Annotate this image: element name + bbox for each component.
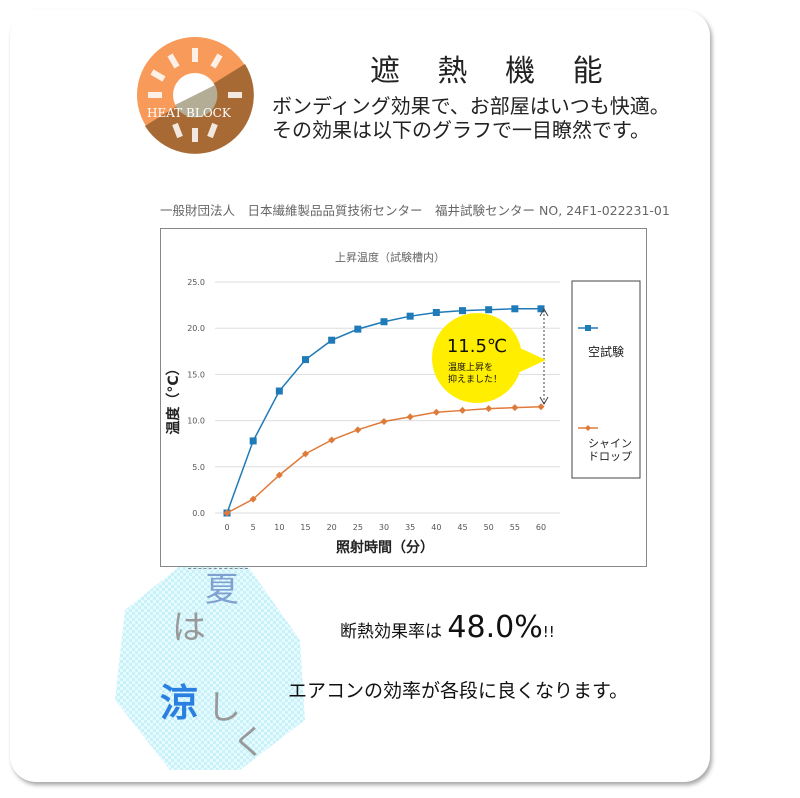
- data-point: [485, 306, 493, 314]
- rate-value: 48.0%: [447, 610, 543, 645]
- x-tick-label: 60: [536, 523, 546, 532]
- y-tick-label: 15.0: [187, 370, 205, 379]
- y-tick-label: 20.0: [187, 324, 205, 333]
- x-tick-label: 0: [224, 523, 229, 532]
- data-point: [354, 325, 362, 333]
- rate-label: 断熱効果率は: [340, 622, 442, 642]
- x-tick-label: 30: [379, 523, 389, 532]
- data-point: [249, 437, 257, 445]
- annotation-text-1: 温度上昇を: [448, 361, 493, 373]
- legend-box: [571, 280, 641, 479]
- legend-label-2a: シャイン: [588, 437, 632, 450]
- data-point: [537, 403, 545, 411]
- annotation-bubble: 11.5℃ 温度上昇を 抑えました！: [432, 313, 546, 403]
- dashed-rule: [188, 568, 248, 569]
- y-axis-label: 温度（°C）: [165, 361, 182, 434]
- test-source: 一般財団法人 日本繊維製品品質技術センター 福井試験センター NO, 24F1-…: [160, 200, 670, 219]
- rate-exclaim: !!: [542, 623, 555, 641]
- x-tick-label: 45: [457, 523, 467, 532]
- legend-label-2b: ドロップ: [588, 450, 632, 463]
- y-tick-label: 0.0: [192, 509, 205, 518]
- insulation-rate: 断熱効果率は 48.0%!!: [340, 610, 565, 645]
- deco-char-shi: し: [207, 688, 241, 728]
- x-tick-label: 50: [484, 523, 494, 532]
- x-tick-label: 20: [327, 523, 337, 532]
- data-point: [275, 471, 283, 479]
- x-tick-label: 15: [300, 523, 310, 532]
- annotation-value: 11.5℃: [447, 336, 507, 357]
- x-tick-label: 40: [431, 523, 441, 532]
- data-point: [511, 404, 519, 412]
- body-text: エアコンの効率が各段に良くなります。: [288, 680, 629, 702]
- deco-char-ku: く: [232, 723, 266, 763]
- y-tick-label: 25.0: [187, 278, 205, 287]
- legend-item-shine-drop: シャイン ドロップ: [578, 425, 632, 463]
- report-number: NO, 24F1-022231-01: [539, 203, 670, 218]
- data-point: [223, 509, 231, 517]
- deco-char-cool: 涼: [160, 681, 199, 725]
- data-point: [249, 495, 257, 503]
- data-point: [485, 405, 493, 413]
- logo-text: HEAT BLOCK: [147, 106, 232, 120]
- legend-label-1: 空試験: [588, 344, 624, 359]
- data-point: [406, 312, 414, 320]
- deco-char-ha: は: [172, 608, 206, 648]
- data-point: [432, 408, 440, 416]
- y-tick-label: 10.0: [187, 417, 205, 426]
- data-point: [380, 418, 388, 426]
- data-point: [432, 308, 440, 316]
- data-point: [537, 305, 545, 313]
- annotation-text-2: 抑えました！: [448, 373, 502, 385]
- chart-frame: [160, 228, 647, 567]
- heat-block-logo: HEAT BLOCK: [137, 37, 254, 154]
- data-point: [275, 387, 283, 395]
- x-tick-label: 25: [353, 523, 363, 532]
- data-point: [328, 336, 336, 344]
- data-point: [406, 413, 414, 421]
- data-point: [354, 426, 362, 434]
- page-title: 遮 熱 機 能: [370, 54, 617, 89]
- data-point: [511, 305, 519, 313]
- data-point: [328, 436, 336, 444]
- org-name: 一般財団法人 日本繊維製品品質技術センター 福井試験センター: [160, 203, 536, 218]
- deco-char-summer: 夏: [205, 570, 239, 610]
- data-point: [302, 450, 309, 458]
- x-tick-label: 35: [405, 523, 415, 532]
- subtitle-line-1: ボンディング効果で、お部屋はいつも快適。: [272, 94, 670, 118]
- chart-title: 上昇温度（試験槽内）: [335, 250, 445, 264]
- subtitle: ボンディング効果で、お部屋はいつも快適。 その効果は以下のグラフで一目瞭然です。: [272, 94, 670, 142]
- data-point: [380, 318, 388, 326]
- hexagon-backdrop: [115, 555, 305, 770]
- subtitle-line-2: その効果は以下のグラフで一目瞭然です。: [272, 118, 650, 142]
- x-tick-label: 10: [274, 523, 284, 532]
- legend-item-blank-test: 空試験: [578, 325, 624, 359]
- y-tick-label: 5.0: [192, 463, 205, 472]
- x-tick-label: 55: [510, 523, 520, 532]
- data-point: [302, 356, 309, 364]
- data-point: [459, 406, 466, 414]
- x-axis-label: 照射時間（分）: [336, 539, 434, 556]
- data-point: [459, 307, 466, 315]
- x-tick-label: 5: [251, 523, 256, 532]
